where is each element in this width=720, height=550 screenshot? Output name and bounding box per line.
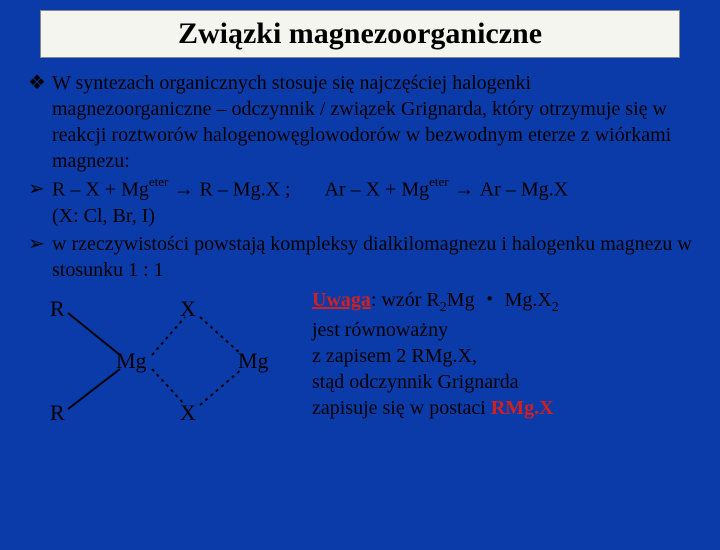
note-uwaga: Uwaga [312,289,371,311]
title-box: Związki magnezoorganiczne [40,10,680,58]
note-l3: z zapisem 2 RMg.X, [312,345,477,367]
note-l2: jest równoważny [312,319,448,341]
eq1-lhs: R – X + Mg [52,179,149,201]
eq2-lhs: Ar – X + Mg [325,179,430,201]
diagram-label-R1: R [50,295,65,324]
bullet-marker: ❖ [28,70,52,174]
bullet-marker: ➢ [28,231,52,283]
eq-sup2: eter [429,174,448,189]
eq2-rhs: Ar – Mg.X [480,179,568,201]
bullet-marker: ➢ [28,176,52,229]
note-l1a: : wzór R [371,289,440,311]
eq1-rhs: R – Mg.X ; [199,179,290,201]
arrow-icon: → [168,179,199,201]
eq-sup1: eter [149,174,168,189]
bottom-row: R R Mg X X Mg Uwaga: wzór R2Mg ・ Mg.X2 j… [28,287,692,437]
diagram-label-X1: X [180,295,196,324]
bullet-1: ❖ W syntezach organicznych stosuje się n… [28,70,692,174]
arrow-icon: → [449,179,480,201]
bullet-text: W syntezach organicznych stosuje się naj… [52,70,692,174]
bullet-2: ➢ R – X + Mgeter → R – Mg.X ; Ar – X + M… [28,176,692,229]
note-sub1: 2 [440,300,447,315]
eq-subnote: (X: Cl, Br, I) [52,205,155,227]
bullet-3: ➢ w rzeczywistości powstają kompleksy di… [28,231,692,283]
note-l5a: zapisuje się w postaci [312,397,491,419]
note-l4: stąd odczynnik Grignarda [312,371,519,393]
complex-diagram: R R Mg X X Mg [28,287,308,437]
bullet-text: w rzeczywistości powstają kompleksy dial… [52,231,692,283]
content-area: ❖ W syntezach organicznych stosuje się n… [0,66,720,437]
note-l1b: Mg ・ Mg.X [447,289,552,311]
page-title: Związki magnezoorganiczne [53,17,667,51]
note-l5b: RMg.X [491,397,554,419]
diagram-label-X2: X [180,399,196,428]
bullet-equation: R – X + Mgeter → R – Mg.X ; Ar – X + Mge… [52,176,692,229]
note-block: Uwaga: wzór R2Mg ・ Mg.X2 jest równoważny… [308,287,692,437]
note-sub2: 2 [552,300,559,315]
diagram-label-R2: R [50,399,65,428]
diagram-label-Mg1: Mg [116,347,147,376]
diagram-label-Mg2: Mg [238,347,269,376]
